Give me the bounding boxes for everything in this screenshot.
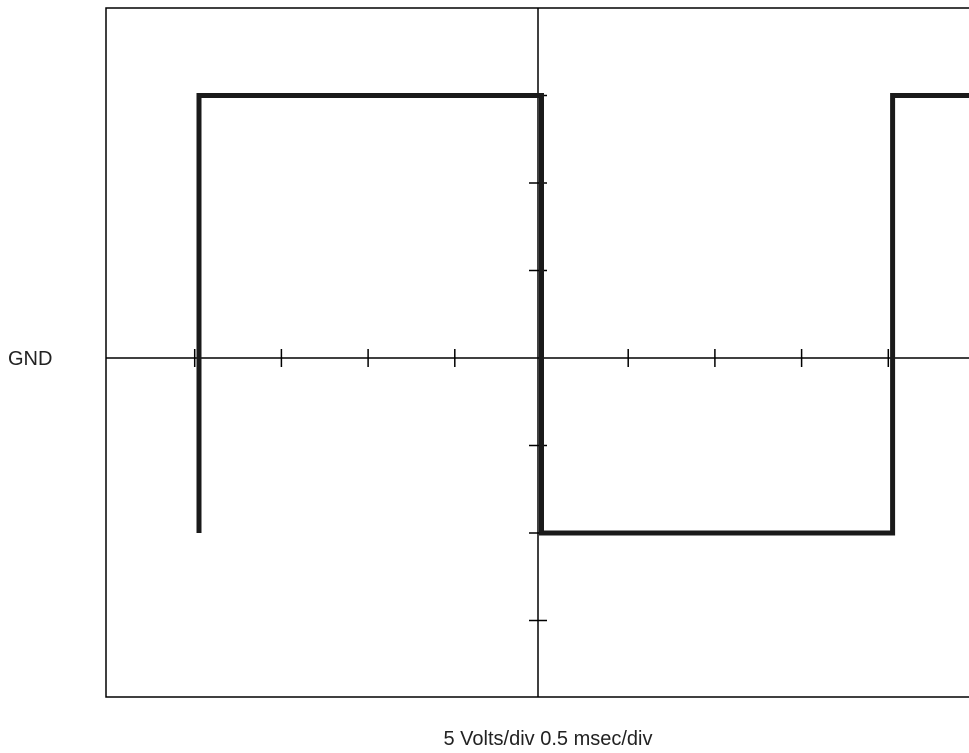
ground-label: GND (8, 348, 52, 370)
square-wave-trace (196, 93, 969, 536)
scale-label: 5 Volts/div 0.5 msec/div (444, 728, 653, 750)
screen-frame (105, 7, 969, 698)
